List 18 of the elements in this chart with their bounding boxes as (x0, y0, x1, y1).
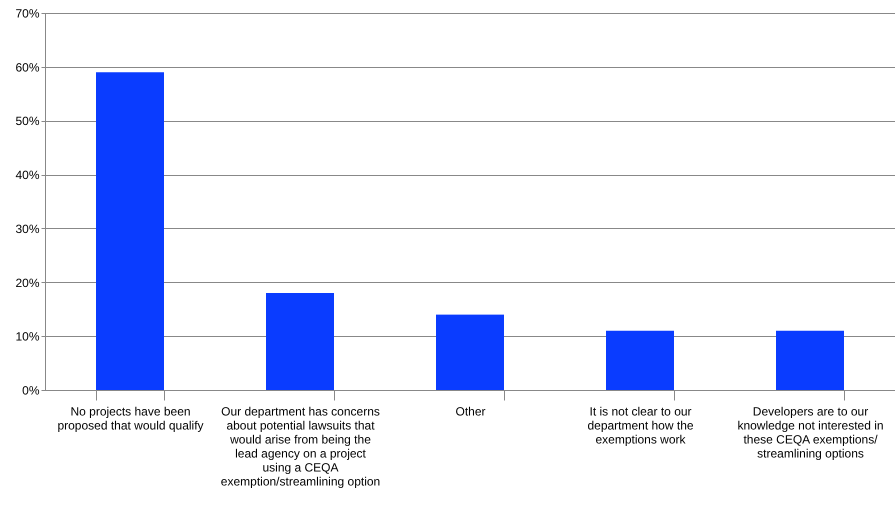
y-tick-label: 40% (15, 168, 40, 182)
bar (266, 293, 334, 390)
y-tick-label: 50% (15, 114, 40, 128)
y-tick-label: 20% (15, 276, 40, 290)
y-tick-label: 10% (15, 330, 40, 344)
x-tick-label: Other (455, 404, 486, 418)
y-tick-label: 70% (15, 6, 40, 20)
y-tick-label: 0% (22, 384, 40, 398)
x-tick-label: It is not clear to our department how the exemptions work (587, 404, 694, 446)
x-tick-label: Developers are to our knowledge not interested in these CEQA exemptions/ streamlining options (737, 404, 884, 460)
y-tick-label: 60% (15, 60, 40, 74)
bar (776, 330, 844, 390)
x-tick-label: Our department has concerns about potential lawsuits that would arise from being the lead agency on a project using a CEQA exemption/streamlining option (220, 404, 380, 488)
bar (96, 72, 164, 390)
y-tick-label: 30% (15, 222, 40, 236)
x-tick-label: No projects have been proposed that would qualify (57, 404, 204, 432)
bar (436, 314, 504, 390)
bar (606, 330, 674, 390)
